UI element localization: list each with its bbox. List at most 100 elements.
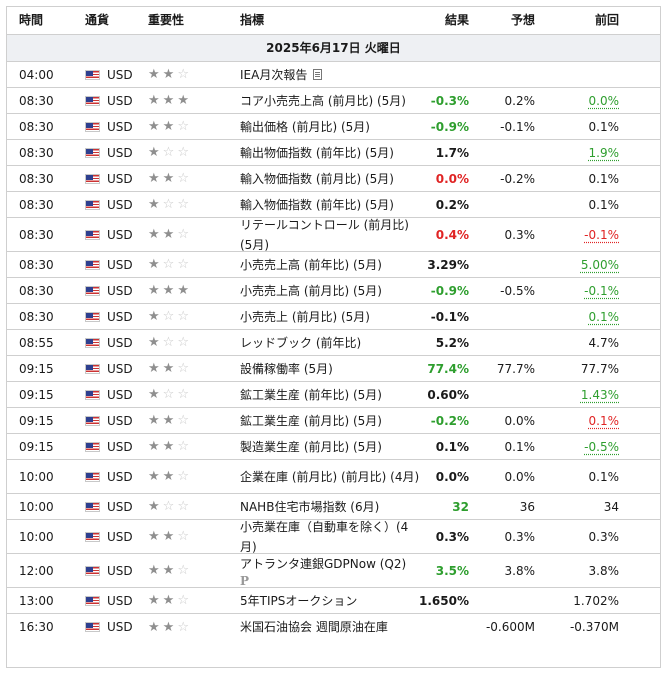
- document-icon: [313, 68, 323, 80]
- event-currency: USD: [85, 614, 145, 640]
- indicator-label[interactable]: IEA月次報告: [240, 67, 308, 82]
- previous-text: 0.1%: [588, 119, 620, 134]
- table-row[interactable]: 12:00 USD ★★☆ アトランタ連銀GDPNow (Q2) P 3.5% 3.8% 3.…: [7, 554, 660, 588]
- indicator-label[interactable]: リテールコントロール (前月比) (5月): [240, 217, 409, 252]
- importance-stars: ★★☆: [148, 114, 228, 139]
- indicator-label[interactable]: 輸入物価指数 (前年比) (5月): [240, 197, 394, 212]
- table-row[interactable]: 08:55 USD ★☆☆ レッドブック (前年比) 5.2% 4.7%: [7, 330, 660, 356]
- indicator-link[interactable]: 鉱工業生産 (前年比) (5月): [240, 385, 382, 405]
- indicator-link[interactable]: NAHB住宅市場指数 (6月): [240, 497, 379, 517]
- currency-code: USD: [107, 620, 133, 634]
- indicator-link[interactable]: 製造業生産 (前月比) (5月): [240, 437, 382, 457]
- table-row[interactable]: 08:30 USD ★☆☆ 輸入物価指数 (前年比) (5月) 0.2% 0.1%: [7, 192, 660, 218]
- indicator-name[interactable]: 5年TIPSオークション: [240, 588, 420, 613]
- table-row[interactable]: 09:15 USD ★★☆ 製造業生産 (前月比) (5月) 0.1% 0.1% -0.5%: [7, 434, 660, 460]
- indicator-link[interactable]: 輸出価格 (前月比) (5月): [240, 117, 370, 137]
- indicator-name[interactable]: 小売売上高 (前月比) (5月): [240, 278, 420, 303]
- table-row[interactable]: 08:30 USD ★☆☆ 小売売上 (前月比) (5月) -0.1% 0.1%: [7, 304, 660, 330]
- indicator-name[interactable]: NAHB住宅市場指数 (6月): [240, 494, 420, 519]
- result-text: 1.650%: [419, 593, 469, 608]
- star-filled-icon: ★: [148, 197, 163, 212]
- indicator-name[interactable]: リテールコントロール (前月比) (5月): [240, 218, 420, 252]
- table-row[interactable]: 08:30 USD ★☆☆ 小売売上高 (前年比) (5月) 3.29% 5.00%: [7, 252, 660, 278]
- star-filled-icon: ★: [148, 93, 163, 108]
- indicator-name[interactable]: 輸出価格 (前月比) (5月): [240, 114, 420, 139]
- previous-value: 1.43%: [547, 382, 619, 407]
- table-row[interactable]: 09:15 USD ★☆☆ 鉱工業生産 (前年比) (5月) 0.60% 1.43%: [7, 382, 660, 408]
- us-flag-icon: [85, 229, 100, 240]
- indicator-label[interactable]: 鉱工業生産 (前月比) (5月): [240, 413, 382, 428]
- indicator-link[interactable]: 設備稼働率 (5月): [240, 359, 333, 379]
- indicator-link[interactable]: レッドブック (前年比): [240, 333, 361, 353]
- indicator-link[interactable]: 小売売上高 (前月比) (5月): [240, 281, 382, 301]
- table-row[interactable]: 04:00 USD ★★☆ IEA月次報告: [7, 62, 660, 88]
- indicator-name[interactable]: 鉱工業生産 (前年比) (5月): [240, 382, 420, 407]
- table-row[interactable]: 08:30 USD ★★☆ リテールコントロール (前月比) (5月) 0.4% 0.3%…: [7, 218, 660, 252]
- indicator-link[interactable]: IEA月次報告: [240, 65, 323, 85]
- indicator-link[interactable]: 5年TIPSオークション: [240, 591, 357, 611]
- indicator-name[interactable]: 製造業生産 (前月比) (5月): [240, 434, 420, 459]
- indicator-label[interactable]: 米国石油協会 週間原油在庫: [240, 620, 388, 634]
- indicator-link[interactable]: 輸出物価指数 (前年比) (5月): [240, 143, 394, 163]
- table-row[interactable]: 13:00 USD ★★☆ 5年TIPSオークション 1.650% 1.702%: [7, 588, 660, 614]
- indicator-name[interactable]: IEA月次報告: [240, 62, 420, 87]
- table-row[interactable]: 09:15 USD ★★☆ 設備稼働率 (5月) 77.4% 77.7% 77.7%: [7, 356, 660, 382]
- indicator-label[interactable]: 輸入物価指数 (前月比) (5月): [240, 171, 394, 186]
- indicator-link[interactable]: アトランタ連銀GDPNow (Q2) P: [240, 554, 406, 588]
- table-row[interactable]: 08:30 USD ★★☆ 輸出価格 (前月比) (5月) -0.9% -0.1% 0.1%: [7, 114, 660, 140]
- indicator-label[interactable]: 小売業在庫（自動車を除く）(4月): [240, 519, 409, 554]
- indicator-name[interactable]: 輸出物価指数 (前年比) (5月): [240, 140, 420, 165]
- indicator-label[interactable]: 企業在庫 (前月比) (前月比) (4月): [240, 469, 420, 484]
- indicator-link[interactable]: リテールコントロール (前月比) (5月): [240, 215, 420, 255]
- indicator-name[interactable]: レッドブック (前年比): [240, 330, 420, 355]
- indicator-link[interactable]: 小売売上高 (前年比) (5月): [240, 255, 382, 275]
- indicator-link[interactable]: 輸入物価指数 (前年比) (5月): [240, 195, 394, 215]
- indicator-name[interactable]: 設備稼働率 (5月): [240, 356, 420, 381]
- indicator-link[interactable]: 輸入物価指数 (前月比) (5月): [240, 169, 394, 189]
- currency-code: USD: [107, 499, 133, 514]
- indicator-link[interactable]: 小売業在庫（自動車を除く）(4月): [240, 517, 420, 557]
- indicator-name[interactable]: 小売業在庫（自動車を除く）(4月): [240, 520, 420, 554]
- result-text: 0.0%: [435, 171, 469, 186]
- indicator-link[interactable]: 小売売上 (前月比) (5月): [240, 307, 370, 327]
- star-filled-icon: ★: [162, 283, 178, 298]
- indicator-label[interactable]: 設備稼働率 (5月): [240, 361, 333, 376]
- indicator-label[interactable]: 5年TIPSオークション: [240, 593, 358, 608]
- indicator-name[interactable]: 小売売上 (前月比) (5月): [240, 304, 420, 329]
- table-row[interactable]: 16:30 USD ★★☆ 米国石油協会 週間原油在庫 -0.600M -0.370M: [7, 614, 660, 640]
- table-row[interactable]: 08:30 USD ★★☆ 輸入物価指数 (前月比) (5月) 0.0% -0.2% 0.1…: [7, 166, 660, 192]
- indicator-label[interactable]: 製造業生産 (前月比) (5月): [240, 439, 382, 454]
- indicator-name[interactable]: 輸入物価指数 (前月比) (5月): [240, 166, 420, 191]
- indicator-label[interactable]: 小売売上 (前月比) (5月): [240, 309, 370, 324]
- indicator-label[interactable]: NAHB住宅市場指数 (6月): [240, 499, 380, 514]
- indicator-link[interactable]: 鉱工業生産 (前月比) (5月): [240, 411, 382, 431]
- table-row[interactable]: 10:00 USD ★☆☆ NAHB住宅市場指数 (6月) 32 36 34: [7, 494, 660, 520]
- indicator-label[interactable]: 輸出物価指数 (前年比) (5月): [240, 145, 394, 160]
- indicator-label[interactable]: 小売売上高 (前月比) (5月): [240, 283, 382, 298]
- table-row[interactable]: 10:00 USD ★★☆ 企業在庫 (前月比) (前月比) (4月) 0.0% 0.0%…: [7, 460, 660, 494]
- indicator-link[interactable]: 米国石油協会 週間原油在庫: [240, 617, 388, 637]
- indicator-label[interactable]: アトランタ連銀GDPNow (Q2): [240, 556, 407, 571]
- indicator-label[interactable]: 輸出価格 (前月比) (5月): [240, 119, 370, 134]
- table-row[interactable]: 08:30 USD ★☆☆ 輸出物価指数 (前年比) (5月) 1.7% 1.9%: [7, 140, 660, 166]
- indicator-label[interactable]: レッドブック (前年比): [240, 335, 362, 350]
- table-row[interactable]: 08:30 USD ★★★ 小売売上高 (前月比) (5月) -0.9% -0.5% -0.…: [7, 278, 660, 304]
- indicator-label[interactable]: 小売売上高 (前年比) (5月): [240, 257, 382, 272]
- indicator-label[interactable]: 鉱工業生産 (前年比) (5月): [240, 387, 382, 402]
- us-flag-icon: [85, 565, 100, 576]
- indicator-link[interactable]: 企業在庫 (前月比) (前月比) (4月): [240, 467, 419, 487]
- table-row[interactable]: 08:30 USD ★★★ コア小売売上高 (前月比) (5月) -0.3% 0.2% 0.…: [7, 88, 660, 114]
- table-row[interactable]: 09:15 USD ★★☆ 鉱工業生産 (前月比) (5月) -0.2% 0.0% 0.1%: [7, 408, 660, 434]
- star-filled-icon: ★: [148, 67, 163, 82]
- indicator-name[interactable]: アトランタ連銀GDPNow (Q2) P: [240, 554, 420, 588]
- importance-stars: ★☆☆: [148, 140, 228, 165]
- indicator-name[interactable]: 小売売上高 (前年比) (5月): [240, 252, 420, 277]
- indicator-link[interactable]: コア小売売上高 (前月比) (5月): [240, 91, 406, 111]
- indicator-label[interactable]: コア小売売上高 (前月比) (5月): [240, 93, 406, 108]
- table-row[interactable]: 10:00 USD ★★☆ 小売業在庫（自動車を除く）(4月) 0.3% 0.3% 0.3%: [7, 520, 660, 554]
- indicator-name[interactable]: 輸入物価指数 (前年比) (5月): [240, 192, 420, 217]
- indicator-name[interactable]: 企業在庫 (前月比) (前月比) (4月): [240, 460, 420, 493]
- indicator-name[interactable]: 鉱工業生産 (前月比) (5月): [240, 408, 420, 433]
- indicator-name[interactable]: 米国石油協会 週間原油在庫: [240, 614, 420, 640]
- indicator-name[interactable]: コア小売売上高 (前月比) (5月): [240, 88, 420, 113]
